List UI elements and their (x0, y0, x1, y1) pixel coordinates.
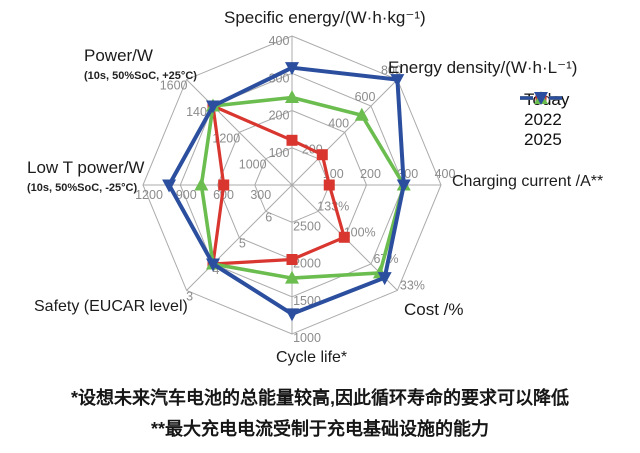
radar-axis-line (186, 184, 293, 291)
tick-label: 33% (400, 278, 425, 292)
series-marker-2022 (194, 177, 209, 191)
series-marker-2025 (377, 272, 392, 286)
tick-label: 3 (186, 289, 193, 303)
axis-label-low-t-power: Low T power/W (10s, 50%SoC, -25°C) (27, 158, 144, 194)
axis-label-low-t-power-conditions: (10s, 50%SoC, -25°C) (27, 182, 138, 194)
tick-label: 4 (213, 263, 220, 277)
series-marker-2025 (205, 100, 220, 114)
chart-legend: Today 2022 2025 (519, 90, 569, 150)
legend-label: 2022 (524, 110, 562, 129)
legend-item-2022: 2022 (519, 91, 569, 130)
tick-label: 100 (269, 146, 290, 160)
axis-label-charging-current: Charging current /A** (452, 173, 604, 190)
tick-label: 200 (360, 167, 381, 181)
axis-label-specific-energy: Specific energy/(W·h·kg⁻¹) (224, 8, 426, 27)
series-marker-2025 (162, 179, 177, 193)
tick-label: 300 (250, 188, 271, 202)
axis-label-cycle-life: Cycle life* (276, 349, 348, 366)
footnote-charging-current: **最大充电电流受制于充电基础设施的能力 (150, 419, 489, 439)
series-marker-today (286, 134, 298, 146)
series-marker-2022 (285, 270, 299, 284)
axis-label-safety: Safety (EUCAR level) (34, 298, 188, 315)
axis-label-low-t-power-title: Low T power/W (27, 158, 145, 177)
tick-label: 2500 (293, 219, 321, 233)
legend-label: Today (524, 90, 570, 109)
triangle-down-icon (520, 92, 562, 105)
series-marker-2025 (390, 74, 405, 88)
axis-label-energy-density: Energy density/(W·h·L⁻¹) (388, 58, 578, 77)
series-marker-2025 (205, 258, 220, 272)
series-marker-2022 (285, 89, 299, 103)
footnote-cycle-life: *设想未来汽车电池的总能量较高,因此循环寿命的要求可以降低 (70, 388, 569, 408)
tick-label: 400 (269, 34, 290, 48)
tick-label: 133% (317, 199, 349, 213)
series-marker-2025 (285, 308, 299, 322)
chart-footnotes: *设想未来汽车电池的总能量较高,因此循环寿命的要求可以降低 **最大充电电流受制… (0, 383, 640, 445)
legend-item-2025: 2025 (519, 92, 569, 150)
axis-label-power-conditions: (10s, 50%SoC, +25°C) (84, 70, 197, 82)
tick-label: 800 (381, 64, 402, 78)
radar-axis-line (291, 79, 398, 186)
tick-label: 200 (269, 109, 290, 123)
radar-axis-line (186, 79, 293, 186)
series-marker-2025 (285, 62, 299, 76)
tick-label: 5 (239, 237, 246, 251)
tick-label: 1000 (293, 331, 321, 345)
tick-label: 400 (328, 116, 349, 130)
series-marker-2022 (354, 107, 369, 121)
tick-label: 2000 (293, 257, 321, 271)
tick-label: 1600 (160, 79, 188, 93)
tick-label: 900 (176, 188, 197, 202)
legend-label: 2025 (524, 130, 562, 149)
tick-label: 100% (344, 226, 376, 240)
tick-label: 400 (435, 167, 456, 181)
axis-label-power-title: Power/W (84, 46, 153, 65)
axis-label-cost: Cost /% (404, 300, 464, 319)
series-marker-today (286, 254, 298, 265)
series-marker-2025 (396, 179, 411, 193)
series-marker-today (316, 149, 328, 161)
series-marker-today (218, 179, 230, 191)
tick-label: 600 (355, 90, 376, 104)
tick-label: 6 (265, 210, 272, 224)
tick-label: 67% (373, 252, 398, 266)
tick-label: 1200 (135, 188, 163, 202)
tick-label: 1000 (239, 158, 267, 172)
series-marker-today (323, 179, 335, 191)
series-marker-today (338, 231, 350, 243)
axis-label-power: Power/W (10s, 50%SoC, +25°C) (84, 46, 197, 82)
